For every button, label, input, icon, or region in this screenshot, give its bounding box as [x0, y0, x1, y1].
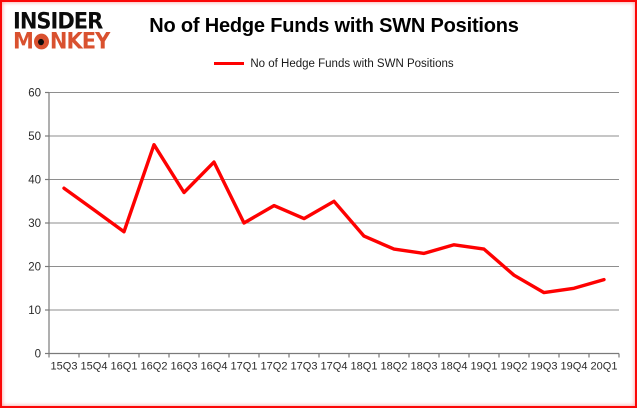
y-axis-tick-label: 40: [28, 175, 41, 187]
y-axis-tick-label: 30: [28, 218, 41, 230]
x-axis-tick-label: 17Q2: [261, 361, 288, 373]
insider-monkey-logo: INSIDER M NKEY: [13, 8, 133, 54]
legend-label: No of Hedge Funds with SWN Positions: [250, 58, 454, 70]
x-axis-tick-label: 19Q2: [501, 361, 528, 373]
x-axis-tick-label: 19Q3: [531, 361, 558, 373]
x-axis-tick-label: 15Q4: [81, 361, 108, 373]
logo-insider-text: INSIDER: [13, 8, 103, 34]
x-axis-tick-label: 16Q2: [141, 361, 168, 373]
x-axis-tick-label: 18Q4: [441, 361, 468, 373]
x-axis-tick-label: 18Q1: [351, 361, 378, 373]
x-axis-tick-label: 17Q1: [231, 361, 258, 373]
x-axis-tick-label: 18Q3: [411, 361, 438, 373]
chart-title: No of Hedge Funds with SWN Positions: [149, 15, 519, 37]
y-axis-tick-label: 10: [28, 305, 41, 317]
legend-line-icon: [214, 61, 245, 65]
legend: No of Hedge Funds with SWN Positions: [49, 58, 619, 70]
x-axis-tick-label: 15Q3: [51, 361, 78, 373]
x-axis-tick-label: 19Q4: [561, 361, 588, 373]
x-axis-tick-label: 18Q2: [381, 361, 408, 373]
x-axis-tick-label: 16Q4: [201, 361, 228, 373]
hedge-fund-count-line: [62, 142, 606, 295]
x-axis-tick-label: 19Q1: [471, 361, 498, 373]
x-axis-tick-label: 17Q4: [321, 361, 348, 373]
x-axis-tick-label: 16Q1: [111, 361, 138, 373]
y-axis-tick-label: 0: [35, 349, 41, 361]
y-axis-tick-label: 60: [28, 88, 41, 100]
x-axis-tick-label: 17Q3: [291, 361, 318, 373]
logo-monkey-text: M NKEY: [13, 28, 110, 54]
y-axis-tick-label: 50: [28, 131, 41, 143]
x-axis-tick-label: 20Q1: [591, 361, 618, 373]
y-axis-tick-label: 20: [28, 262, 41, 274]
x-axis-tick-label: 16Q3: [171, 361, 198, 373]
monkey-eye-icon: [33, 33, 49, 50]
